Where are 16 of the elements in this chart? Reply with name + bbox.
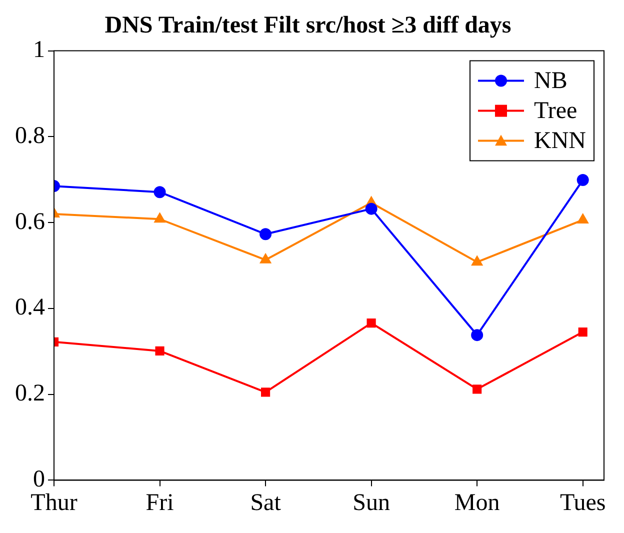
x-tick-label: Sat [250,490,282,516]
y-tick-label: 1 [33,37,45,64]
legend-label: NB [534,68,568,94]
legend-label: KNN [534,128,586,154]
y-tick-label: 0.6 [15,208,45,235]
x-tick-label: Mon [454,490,500,516]
x-tick-label: Sun [352,490,390,516]
legend-label: Tree [534,98,578,124]
y-tick-label: 0.4 [15,294,45,321]
y-tick-label: 0 [33,466,45,492]
y-tick-label: 0.2 [15,380,45,407]
y-tick-label: 0.8 [15,122,45,149]
chart-title: DNS Train/test Filt src/host ≥3 diff days [104,12,512,39]
x-tick-label: Thur [30,490,78,516]
x-tick-label: Fri [146,490,174,516]
x-tick-label: Tues [560,490,606,516]
